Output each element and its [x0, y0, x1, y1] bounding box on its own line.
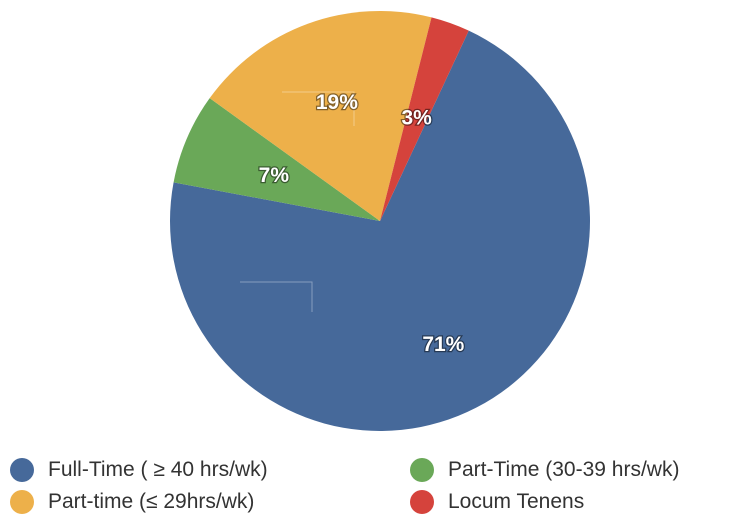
pie-slice-locum-tenens	[380, 17, 469, 222]
legend-item-locum-tenens: Locum Tenens	[410, 490, 584, 514]
pie-slice-full-time	[170, 30, 591, 431]
label-guide-line	[282, 91, 355, 126]
pie-chart: 71% 7% 19% 3%	[170, 10, 591, 431]
legend-swatch-locum-tenens	[410, 490, 434, 514]
legend-label-part-time-30-39: Part-Time (30-39 hrs/wk)	[448, 458, 680, 481]
legend-label-part-time-29: Part-time (≤ 29hrs/wk)	[48, 490, 255, 513]
legend-swatch-part-time-29	[10, 490, 34, 514]
legend-swatch-full-time	[10, 458, 34, 482]
legend: Full-Time ( ≥ 40 hrs/wk) Part-Time (30-3…	[0, 450, 752, 520]
label-guides	[240, 91, 355, 312]
slice-label-part-time-30-39: 7%	[259, 164, 290, 187]
legend-swatch-part-time-30-39	[410, 458, 434, 482]
slice-label-part-time-29: 19%	[316, 91, 358, 114]
slice-label-locum-tenens: 3%	[401, 107, 432, 130]
pie-slices	[170, 10, 591, 431]
legend-item-full-time: Full-Time ( ≥ 40 hrs/wk)	[10, 458, 268, 482]
legend-label-full-time: Full-Time ( ≥ 40 hrs/wk)	[48, 458, 268, 481]
legend-item-part-time-30-39: Part-Time (30-39 hrs/wk)	[410, 458, 679, 482]
label-guide-line	[240, 281, 313, 312]
legend-item-part-time-29: Part-time (≤ 29hrs/wk)	[10, 490, 254, 514]
legend-label-locum-tenens: Locum Tenens	[448, 490, 585, 513]
pie-slice-part-time-30-39	[173, 98, 380, 221]
pie-slice-part-time-29	[209, 10, 432, 222]
slice-label-full-time: 71%	[422, 333, 464, 356]
slice-labels: 71% 7% 19% 3%	[257, 90, 466, 357]
